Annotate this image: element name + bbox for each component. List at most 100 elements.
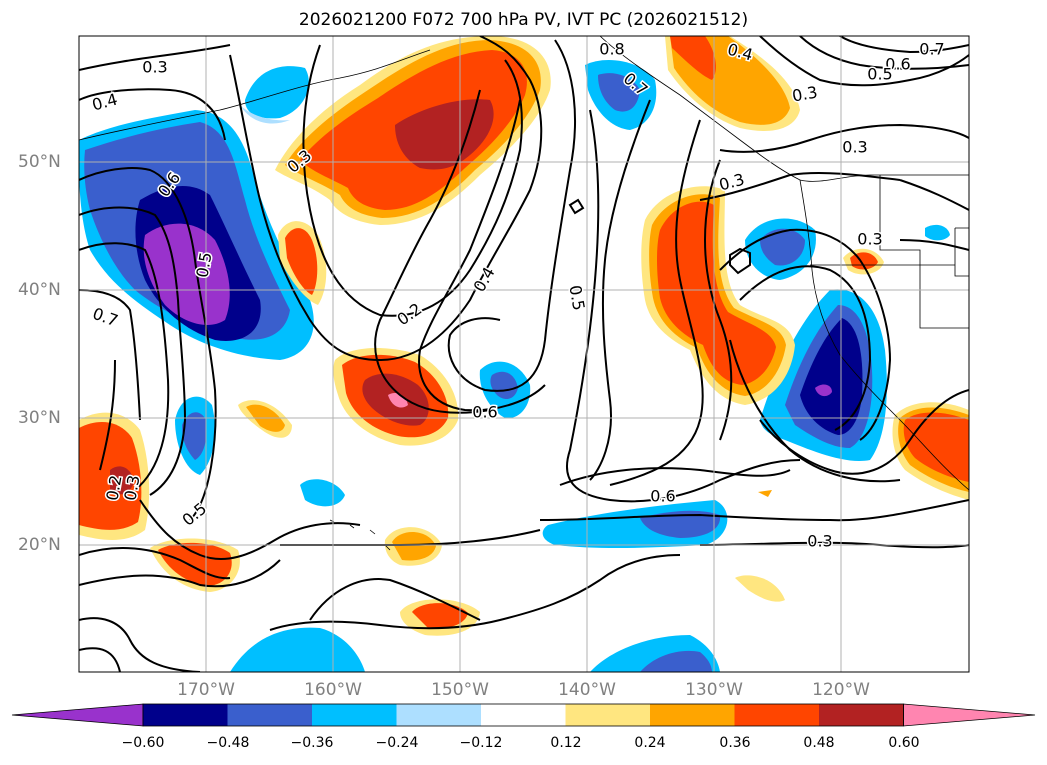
contour-line	[79, 167, 217, 521]
anomaly-blob	[640, 510, 721, 538]
contour-line	[79, 559, 281, 588]
contour-line	[79, 547, 231, 580]
contour-line	[699, 171, 901, 201]
contour-line	[309, 578, 481, 621]
contour-label: 0.6	[472, 403, 497, 422]
anomaly-blob	[815, 384, 832, 397]
colorbar-segment	[650, 704, 735, 726]
contour-label: 0.3	[142, 58, 167, 77]
colorbar-tick: 0.48	[803, 735, 835, 751]
lat-label-40n: 40°N	[18, 280, 61, 300]
anomaly-blob	[657, 201, 776, 385]
gridlines	[79, 36, 969, 672]
colorbar-segment	[734, 704, 819, 726]
coastlines	[79, 36, 969, 551]
contour-line	[269, 554, 681, 631]
aleutian-coast	[79, 49, 431, 141]
anomaly-blob	[182, 412, 207, 460]
contour-line	[79, 242, 170, 491]
contour-line	[559, 467, 791, 486]
lat-label-20n: 20°N	[18, 535, 61, 555]
contour-label: 0.3	[791, 82, 819, 105]
anomaly-blob	[285, 228, 318, 295]
contour-label: 0.3	[842, 138, 867, 157]
lon-label-160w: 160°W	[304, 680, 362, 700]
alaska-coast	[599, 36, 969, 182]
lon-label-120w: 120°W	[812, 680, 870, 700]
contour-line	[302, 44, 523, 317]
contour-line	[609, 119, 704, 486]
anomaly-blob	[903, 412, 969, 482]
lon-label-150w: 150°W	[431, 680, 489, 700]
contour-label: 0.6	[650, 487, 675, 506]
na-west-coast	[799, 179, 969, 491]
anomaly-blob	[670, 36, 716, 80]
colorbar-segment	[396, 704, 481, 726]
contour-label: 0.5	[867, 65, 892, 84]
lon-label-140w: 140°W	[558, 680, 616, 700]
colorbar-tick: −0.60	[121, 735, 165, 751]
contour-line	[418, 99, 546, 412]
lon-label-130w: 130°W	[685, 680, 743, 700]
anomaly-blob	[760, 228, 805, 266]
anomaly-blob	[395, 99, 494, 170]
anomaly-blob	[392, 531, 436, 561]
colorbar-segment	[565, 704, 650, 726]
contour-line	[79, 44, 231, 71]
map-frame	[78, 35, 970, 673]
border-line	[954, 227, 969, 277]
colorbar-segment	[143, 704, 228, 726]
contour-line	[374, 89, 491, 414]
contour-line	[79, 289, 141, 421]
anomaly-blob	[300, 479, 345, 507]
anomaly-blob	[110, 466, 134, 495]
colorbar-tick: 0.24	[634, 735, 666, 751]
contour-line	[899, 179, 969, 211]
anomaly-blob	[735, 575, 785, 602]
colorbar-frame	[142, 703, 904, 727]
contour-line	[729, 339, 901, 483]
colorbar-segment	[481, 704, 566, 726]
contour-line	[899, 239, 969, 251]
contour-line	[99, 359, 116, 471]
contour-line	[447, 39, 576, 392]
contour-line	[568, 198, 585, 215]
anomaly-blob	[640, 650, 712, 672]
contour-line	[759, 36, 969, 87]
contour-line	[139, 499, 361, 561]
anomaly-blob	[412, 603, 468, 629]
colorbar-tick: 0.36	[719, 735, 751, 751]
colorbar-segment	[312, 704, 397, 726]
contour-label: 0.7	[919, 40, 944, 59]
contour-line	[79, 617, 201, 672]
anomaly-blob	[925, 224, 950, 241]
anomaly-blob	[230, 627, 365, 672]
contour-line	[565, 109, 801, 503]
contour-line	[719, 228, 892, 441]
lat-label-30n: 30°N	[18, 408, 61, 428]
anomaly-blob	[598, 73, 640, 112]
contour-line	[799, 36, 969, 70]
anomaly-blob	[490, 371, 518, 400]
colorbar-segment	[819, 704, 904, 726]
positive-anomalies	[79, 36, 969, 636]
contour-line	[589, 99, 651, 481]
colorbar	[11, 703, 1036, 727]
contour-label: 0.6	[885, 55, 910, 74]
colorbar-tick: −0.48	[206, 735, 250, 751]
colorbar-extend-max	[903, 703, 1036, 727]
colorbar-tick: 0.12	[550, 735, 582, 751]
lat-label-50n: 50°N	[18, 152, 61, 172]
anomaly-blob	[758, 490, 772, 497]
contour-line	[79, 206, 187, 496]
map-area	[79, 36, 969, 672]
colorbar-tick: −0.12	[459, 735, 503, 751]
colorbar-tick: −0.24	[375, 735, 419, 751]
anomaly-blob	[240, 105, 290, 124]
colorbar-tick: 0.60	[888, 735, 920, 751]
colorbar-segment	[227, 704, 312, 726]
lon-label-170w: 170°W	[177, 680, 235, 700]
contour-line	[79, 647, 121, 672]
anomaly-blob	[245, 66, 309, 119]
